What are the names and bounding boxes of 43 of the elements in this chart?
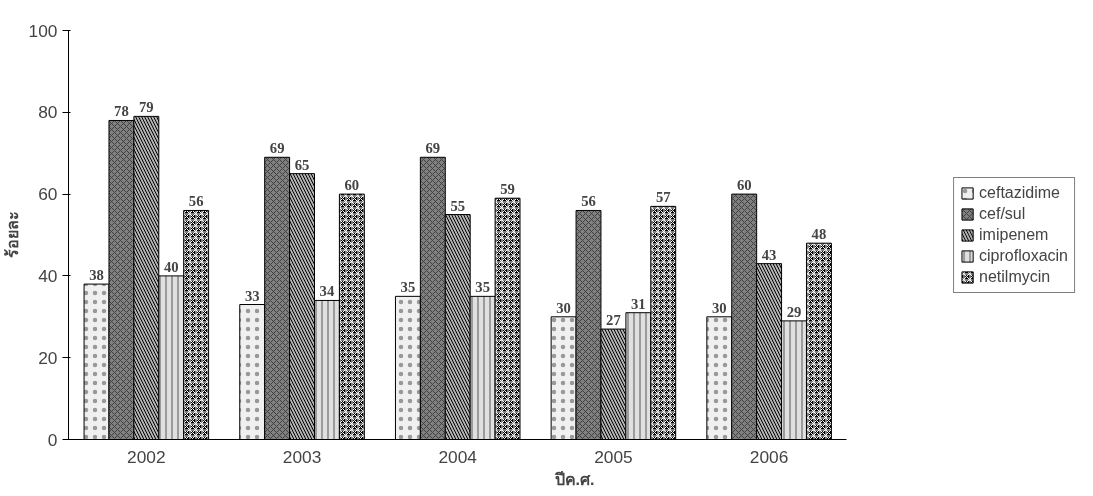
data-label: 34 [319, 283, 335, 300]
legend-label: netilmycin [979, 267, 1051, 286]
data-label: 29 [786, 303, 802, 320]
data-label: 30 [711, 299, 727, 316]
legend-label: imipenem [979, 225, 1049, 244]
data-label: 38 [89, 267, 104, 284]
data-label: 59 [500, 181, 515, 198]
y-tick-label: 60 [38, 184, 58, 205]
data-label: 31 [631, 295, 646, 312]
legend-label: cef/sul [979, 204, 1026, 223]
data-label: 60 [344, 177, 360, 194]
data-label: 56 [581, 193, 596, 210]
data-label: 79 [139, 99, 154, 116]
y-tick-label: 40 [38, 265, 58, 286]
data-label: 65 [294, 156, 310, 173]
x-axis-title: ปีค.ศ. [553, 469, 595, 488]
data-label: 33 [244, 287, 260, 304]
data-label: 55 [450, 197, 466, 214]
data-label: 60 [736, 177, 752, 194]
legend-label: ceftazidime [979, 183, 1060, 202]
data-label: 40 [163, 258, 179, 275]
x-tick-label: 2002 [127, 446, 166, 467]
data-label: 43 [761, 246, 777, 263]
data-label: 78 [114, 103, 129, 120]
data-label: 27 [606, 312, 621, 329]
x-tick-label: 2006 [749, 446, 789, 467]
y-tick-label: 0 [47, 429, 58, 450]
data-label: 56 [188, 193, 204, 210]
data-label: 69 [425, 140, 441, 157]
data-label: 48 [811, 226, 827, 243]
data-label: 30 [556, 299, 571, 316]
data-label: 35 [475, 279, 490, 296]
y-tick-label: 80 [38, 102, 58, 123]
data-label: 57 [655, 189, 671, 206]
x-tick-label: 2003 [282, 446, 322, 467]
y-tick-label: 20 [38, 347, 58, 368]
data-label: 35 [400, 279, 416, 296]
data-label: 69 [269, 140, 285, 157]
x-tick-label: 2004 [438, 446, 478, 467]
x-tick-label: 2005 [594, 446, 633, 467]
y-tick-label: 100 [28, 20, 58, 41]
y-axis-title: ร้อยละ [3, 211, 21, 259]
legend-label: ciprofloxacin [979, 246, 1068, 265]
